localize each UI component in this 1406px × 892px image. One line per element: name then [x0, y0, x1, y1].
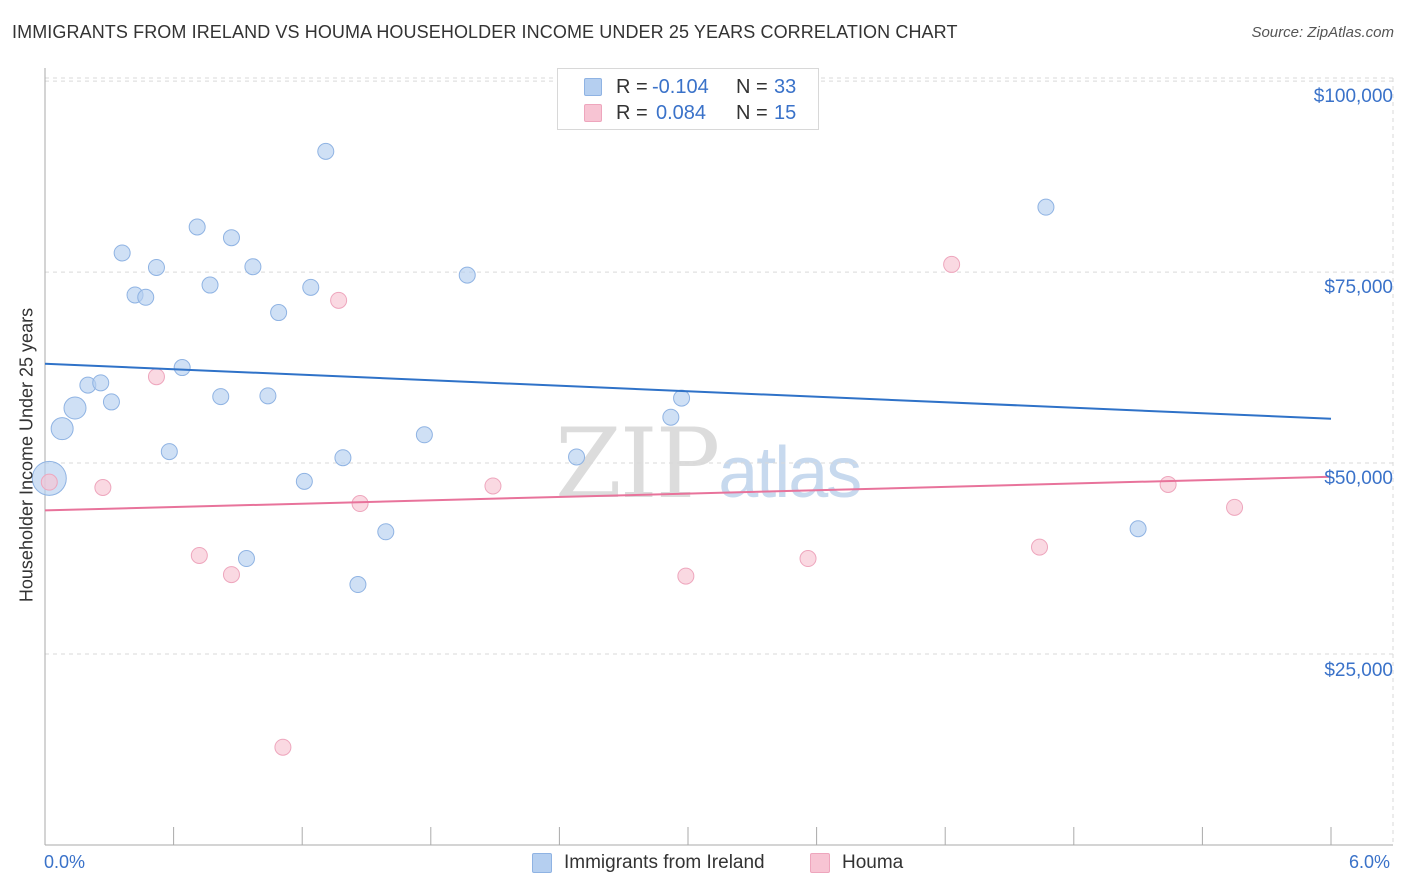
- r-value-houma: 0.084: [656, 102, 707, 124]
- y-tick-label-100000: $100,000: [1313, 86, 1393, 107]
- n-label: N =: [736, 76, 768, 98]
- ireland-point-16: [237, 550, 255, 568]
- y-tick-label-50000: $50,000: [1324, 468, 1393, 489]
- ireland-point-1: [50, 417, 74, 441]
- houma-point-12: [1031, 538, 1049, 556]
- ireland-point-24: [349, 576, 367, 594]
- ireland-point-9: [147, 258, 165, 276]
- ireland-point-13: [201, 276, 219, 294]
- ireland-point-15: [222, 229, 240, 247]
- ireland-point-8: [137, 288, 155, 306]
- watermark: ZIPatlas: [555, 408, 862, 520]
- ireland-trend-line: [44, 362, 1332, 420]
- r-label: R =: [616, 102, 648, 124]
- houma-point-13: [1159, 475, 1177, 493]
- ireland-point-27: [458, 266, 476, 284]
- houma-point-10: [799, 550, 817, 568]
- ireland-point-28: [568, 448, 586, 466]
- houma-point-2: [147, 368, 165, 386]
- ireland-point-4: [92, 374, 110, 392]
- y-axis-title: Householder Income Under 25 years: [16, 307, 37, 603]
- houma-point-9: [677, 567, 695, 585]
- ireland-swatch: [584, 78, 602, 96]
- ireland-point-19: [270, 304, 288, 322]
- ireland-point-18: [259, 387, 277, 405]
- y-tick-label-75000: $75,000: [1324, 277, 1393, 298]
- watermark-atlas: atlas: [718, 433, 862, 513]
- ireland-point-11: [173, 359, 191, 377]
- houma-point-8: [484, 477, 502, 495]
- ireland-point-2: [63, 396, 87, 420]
- ireland-point-23: [334, 449, 352, 467]
- watermark-zip: ZIP: [555, 408, 720, 520]
- ireland-point-14: [212, 388, 230, 406]
- ireland-point-32: [1129, 520, 1147, 538]
- ireland-point-17: [244, 258, 262, 276]
- ireland-legend-label: Immigrants from Ireland: [564, 852, 765, 873]
- n-value-houma: 15: [774, 102, 797, 124]
- ireland-point-29: [662, 408, 680, 426]
- houma-point-7: [351, 495, 369, 513]
- houma-legend-swatch: [810, 853, 830, 873]
- n-label: N =: [736, 102, 768, 124]
- y-tick-label-25000: $25,000: [1324, 660, 1393, 681]
- ireland-point-22: [317, 142, 335, 160]
- ireland-point-30: [673, 389, 691, 407]
- houma-trend-line: [44, 475, 1332, 512]
- ireland-point-26: [415, 426, 433, 444]
- x-tick-label-max: 6.0%: [1349, 852, 1391, 872]
- ireland-point-10: [160, 443, 178, 461]
- ireland-legend-swatch: [532, 853, 552, 873]
- ireland-point-6: [113, 244, 131, 262]
- houma-point-0: [40, 473, 58, 491]
- houma-swatch: [584, 104, 602, 122]
- ireland-point-12: [188, 218, 206, 236]
- houma-point-14: [1226, 498, 1244, 516]
- r-value-ireland: -0.104: [652, 76, 709, 98]
- houma-legend-label: Houma: [842, 852, 904, 873]
- houma-point-1: [94, 478, 112, 496]
- ireland-point-25: [377, 523, 395, 541]
- ireland-point-20: [295, 472, 313, 490]
- ireland-point-21: [302, 278, 320, 296]
- houma-point-11: [943, 255, 961, 273]
- ireland-point-5: [102, 393, 120, 411]
- source-label: Source: ZipAtlas.com: [1251, 24, 1394, 41]
- houma-point-4: [222, 566, 240, 584]
- x-tick-label-min: 0.0%: [44, 852, 86, 872]
- houma-point-3: [190, 546, 208, 564]
- houma-point-5: [274, 738, 292, 756]
- n-value-ireland: 33: [774, 76, 797, 98]
- houma-point-6: [330, 291, 348, 309]
- chart-title: IMMIGRANTS FROM IRELAND VS HOUMA HOUSEHO…: [12, 22, 958, 42]
- correlation-legend: R = -0.104 N = 33 R = 0.084 N = 15: [557, 68, 819, 130]
- ireland-point-31: [1037, 198, 1055, 216]
- r-label: R =: [616, 76, 648, 98]
